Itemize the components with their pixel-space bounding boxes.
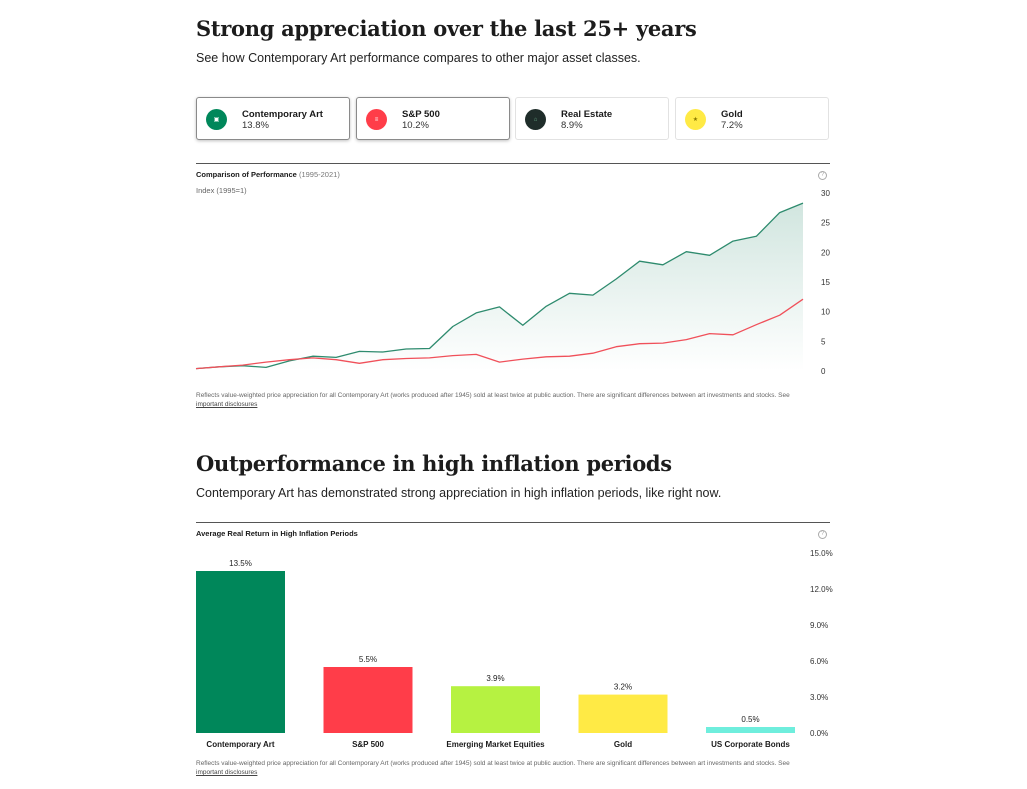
real-estate-icon: ⌂ (525, 109, 546, 130)
asset-card-gold[interactable]: ★ Gold 7.2% (675, 97, 829, 140)
y-tick-label: 12.0% (810, 585, 833, 594)
y-tick-label: 10 (821, 308, 830, 317)
line-chart-footnote: Reflects value-weighted price appreciati… (196, 391, 830, 409)
bar-value-label: 13.5% (229, 559, 252, 568)
asset-card-value: 7.2% (721, 120, 743, 131)
asset-card-name: Gold (721, 109, 743, 120)
line-chart-title: Comparison of Performance (1995-2021) (196, 170, 340, 179)
line-chart: 30 25 20 15 10 5 0 (195, 189, 830, 376)
disclosures-link[interactable]: important disclosures (196, 401, 258, 408)
y-tick-label: 0.0% (810, 729, 828, 738)
bar-chart-footnote: Reflects value-weighted price appreciati… (196, 759, 830, 777)
stocks-icon: ≡ (366, 109, 387, 130)
bar-emerging-market-equities (451, 686, 540, 733)
disclosures-link[interactable]: important disclosures (196, 769, 258, 776)
section-subtitle-inflation: Contemporary Art has demonstrated strong… (196, 486, 722, 500)
divider (196, 163, 830, 164)
x-category-label: Contemporary Art (206, 740, 274, 749)
bar-value-label: 3.9% (486, 674, 504, 683)
asset-card-name: Contemporary Art (242, 109, 323, 120)
asset-card-name: S&P 500 (402, 109, 440, 120)
asset-cards: ▣ Contemporary Art 13.8% ≡ S&P 500 10.2%… (196, 97, 830, 142)
asset-card-value: 8.9% (561, 120, 583, 131)
asset-card-contemporary-art[interactable]: ▣ Contemporary Art 13.8% (196, 97, 350, 140)
footnote-text: Reflects value-weighted price appreciati… (196, 760, 790, 767)
bar-gold (578, 694, 668, 733)
section-title-inflation: Outperformance in high inflation periods (196, 451, 672, 476)
x-category-label: Emerging Market Equities (446, 740, 545, 749)
x-category-label: S&P 500 (352, 740, 384, 749)
asset-card-value: 13.8% (242, 120, 269, 131)
y-tick-label: 3.0% (810, 693, 828, 702)
help-icon[interactable]: ? (818, 530, 827, 539)
y-tick-label: 25 (821, 219, 830, 228)
x-category-label: Gold (614, 740, 632, 749)
bar-value-label: 3.2% (614, 683, 632, 692)
bar-chart-title: Average Real Return in High Inflation Pe… (196, 529, 358, 538)
asset-card-name: Real Estate (561, 109, 613, 120)
y-tick-label: 6.0% (810, 657, 828, 666)
bar-value-label: 0.5% (741, 715, 759, 724)
section-title-appreciation: Strong appreciation over the last 25+ ye… (196, 16, 697, 41)
line-chart-y-label: Index (1995=1) (196, 186, 247, 195)
bar-chart: 15.0% 12.0% 9.0% 6.0% 3.0% 0.0% 13.5% Contempor… (196, 549, 833, 749)
bar-s-p-500 (323, 667, 413, 733)
bar-value-label: 5.5% (359, 655, 377, 664)
y-tick-label: 9.0% (810, 621, 828, 630)
y-tick-label: 15.0% (810, 549, 833, 558)
x-category-label: US Corporate Bonds (711, 740, 790, 749)
line-chart-range: (1995-2021) (298, 170, 340, 179)
art-icon: ▣ (206, 109, 227, 130)
section-subtitle-appreciation: See how Contemporary Art performance com… (196, 51, 641, 65)
y-tick-label: 5 (821, 337, 826, 346)
y-tick-label: 0 (821, 367, 826, 376)
asset-card-value: 10.2% (402, 120, 429, 131)
gold-icon: ★ (685, 109, 706, 130)
bar-us-corporate-bonds (706, 727, 795, 733)
asset-card-real-estate[interactable]: ⌂ Real Estate 8.9% (515, 97, 669, 140)
y-tick-label: 15 (821, 278, 830, 287)
help-icon[interactable]: ? (818, 171, 827, 180)
y-tick-label: 20 (821, 248, 830, 257)
y-tick-label: 30 (821, 189, 830, 198)
divider (196, 522, 830, 523)
line-chart-title-text: Comparison of Performance (196, 170, 297, 179)
series-line-s-p-500 (195, 298, 804, 370)
asset-card-sp500[interactable]: ≡ S&P 500 10.2% (356, 97, 510, 140)
bar-contemporary-art (196, 571, 285, 733)
footnote-text: Reflects value-weighted price appreciati… (196, 392, 790, 399)
series-area-contemporary-art (196, 203, 803, 371)
bar-chart-title-text: Average Real Return in High Inflation Pe… (196, 529, 358, 538)
